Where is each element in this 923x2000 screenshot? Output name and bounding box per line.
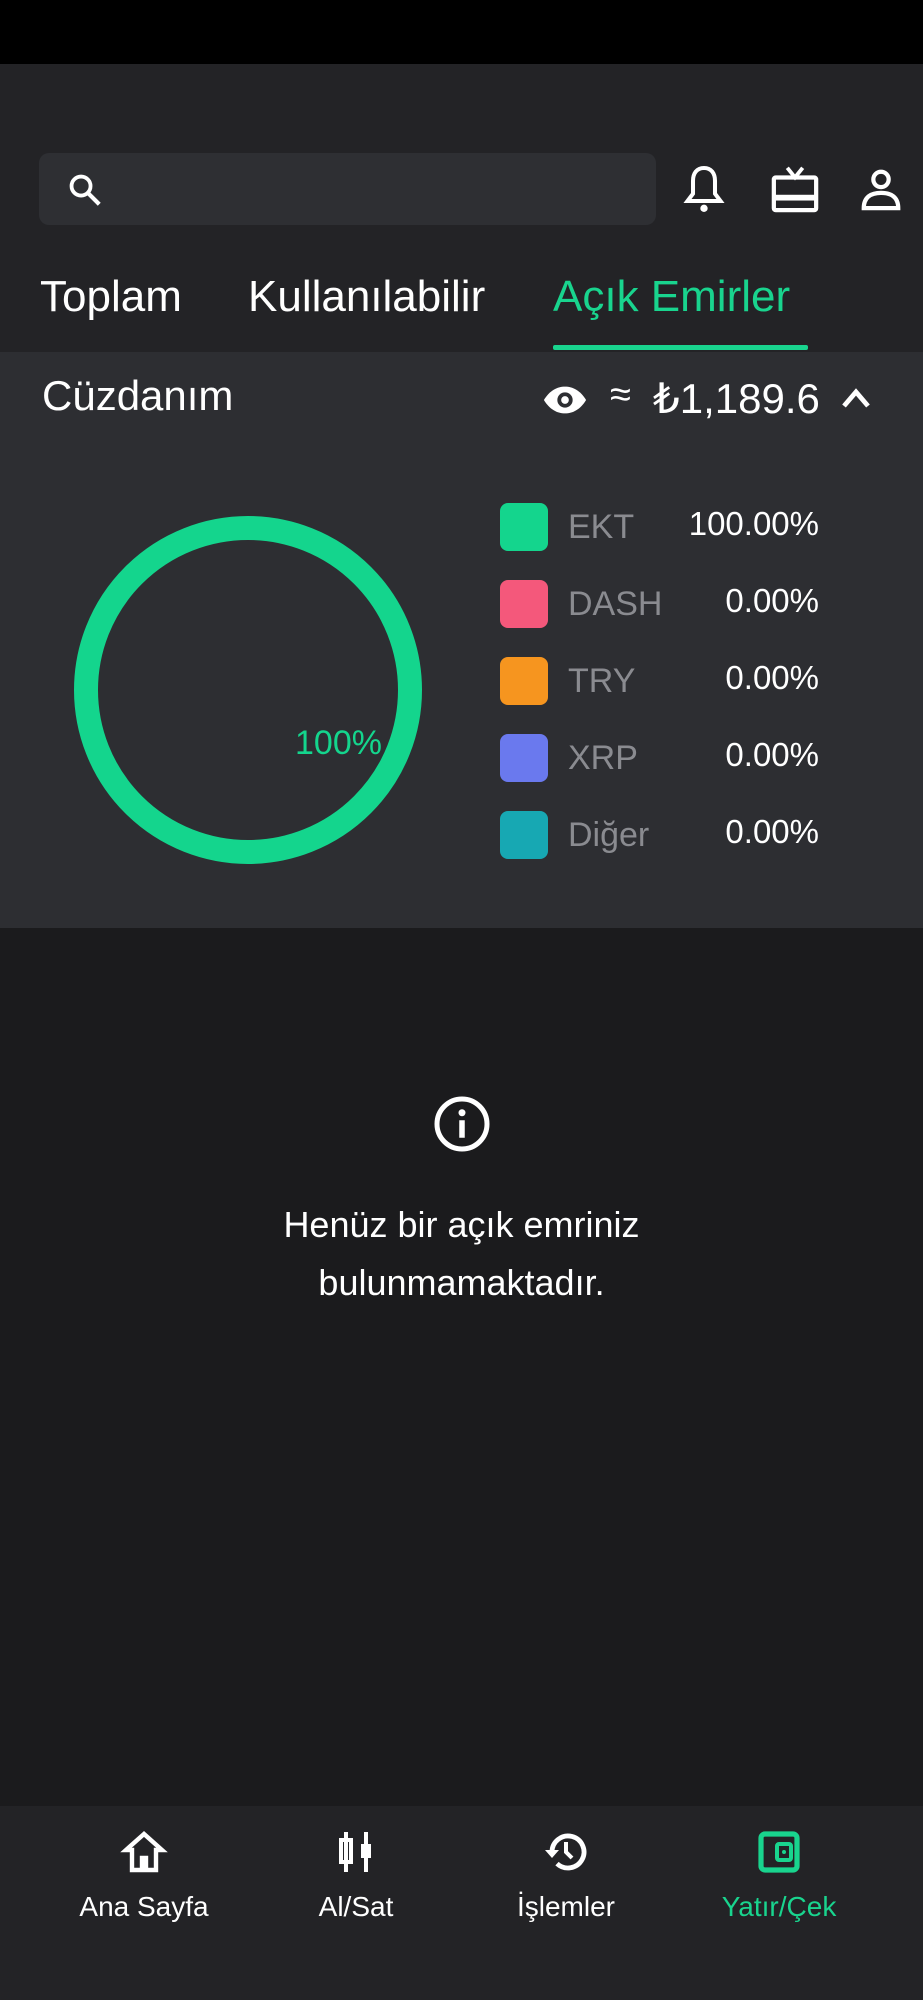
legend-swatch-4: [500, 811, 548, 859]
donut-slice-ekt: [74, 516, 422, 864]
search-input[interactable]: [39, 153, 656, 225]
nav-yatir-cek[interactable]: Yatır/Çek: [679, 1828, 879, 1923]
empty-line-2: bulunmamaktadır.: [318, 1262, 605, 1303]
tab-acik-emirler[interactable]: Açık Emirler: [553, 272, 791, 321]
chevron-up-icon[interactable]: [840, 386, 872, 410]
status-bar: [0, 0, 923, 64]
legend-value: 0.00%: [725, 813, 819, 850]
bell-icon[interactable]: [682, 164, 726, 216]
search-icon: [69, 174, 101, 206]
legend-value: 0.00%: [725, 736, 819, 773]
empty-line-1: Henüz bir açık emriniz: [283, 1204, 640, 1245]
legend-label: TRY: [568, 662, 636, 700]
nav-label: Ana Sayfa: [79, 1891, 209, 1922]
tab-kullanilabilir[interactable]: Kullanılabilir: [248, 272, 486, 321]
legend-swatch-3: [500, 734, 548, 782]
bottom-nav: [0, 1806, 923, 2000]
legend-label: XRP: [568, 739, 638, 777]
user-icon[interactable]: [858, 166, 904, 212]
legend-label: EKT: [568, 508, 635, 546]
candlestick-icon: [339, 1832, 371, 1872]
empty-state-message: Henüz bir açık emriniz bulunmamaktadır.: [0, 1196, 923, 1312]
approx-symbol: ≈: [610, 374, 631, 416]
legend-swatch-2: [500, 657, 548, 705]
wallet-title: Cüzdanım: [42, 372, 234, 419]
nav-al-sat[interactable]: Al/Sat: [256, 1828, 456, 1923]
history-icon: [545, 1833, 587, 1871]
legend-label: DASH: [568, 585, 663, 623]
wallet-balance: ₺1,189.6: [653, 375, 820, 422]
donut-label: 100%: [295, 724, 382, 762]
nav-islemler[interactable]: İşlemler: [466, 1828, 666, 1923]
legend-swatch-1: [500, 580, 548, 628]
nav-ana-sayfa[interactable]: Ana Sayfa: [44, 1828, 244, 1923]
gift-icon[interactable]: [770, 164, 820, 214]
legend-value: 0.00%: [725, 659, 819, 696]
legend-label: Diğer: [568, 816, 650, 854]
info-icon: [434, 1096, 490, 1152]
nav-label: Yatır/Çek: [721, 1891, 837, 1922]
legend-value: 0.00%: [725, 582, 819, 619]
legend-swatch-0: [500, 503, 548, 551]
nav-label: Al/Sat: [318, 1891, 394, 1922]
legend-value: 100.00%: [688, 505, 819, 542]
eye-icon[interactable]: [542, 384, 588, 416]
tab-toplam[interactable]: Toplam: [40, 272, 182, 321]
wallet-donut-chart: [74, 516, 422, 864]
nav-label: İşlemler: [516, 1891, 615, 1922]
wallet-icon: [758, 1831, 800, 1873]
active-tab-indicator: [553, 345, 808, 350]
home-icon: [120, 1831, 168, 1873]
